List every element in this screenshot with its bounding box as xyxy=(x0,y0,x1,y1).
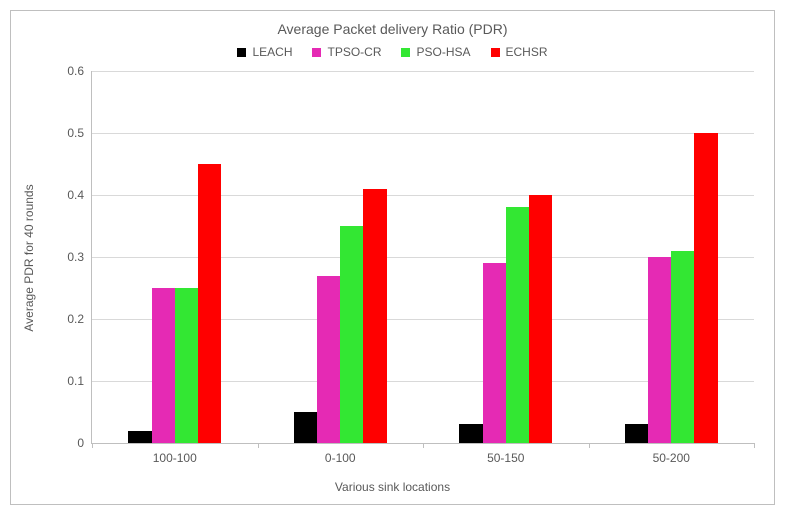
bar xyxy=(459,424,482,443)
y-tick-label: 0.6 xyxy=(67,64,92,78)
legend-label: PSO-HSA xyxy=(416,45,470,59)
legend-item: ECHSR xyxy=(491,45,548,59)
legend-swatch xyxy=(237,48,246,57)
legend-item: TPSO-CR xyxy=(312,45,381,59)
y-tick-label: 0.4 xyxy=(67,188,92,202)
y-axis-label: Average PDR for 40 rounds xyxy=(22,184,36,331)
legend-label: ECHSR xyxy=(506,45,548,59)
bar xyxy=(483,263,506,443)
y-tick-label: 0.3 xyxy=(67,250,92,264)
bar xyxy=(294,412,317,443)
bar xyxy=(198,164,221,443)
bar xyxy=(671,251,694,443)
bar xyxy=(175,288,198,443)
plot-area: 00.10.20.30.40.50.6100-1000-10050-15050-… xyxy=(91,71,754,444)
x-tick-mark xyxy=(92,443,93,448)
legend-item: PSO-HSA xyxy=(401,45,470,59)
bar xyxy=(529,195,552,443)
legend-swatch xyxy=(312,48,321,57)
y-tick-label: 0 xyxy=(77,436,92,450)
x-tick-mark xyxy=(258,443,259,448)
gridline xyxy=(92,195,754,196)
bar xyxy=(363,189,386,443)
bar xyxy=(340,226,363,443)
chart-title: Average Packet delivery Ratio (PDR) xyxy=(11,21,774,37)
x-tick-label: 50-200 xyxy=(653,443,690,465)
bar xyxy=(648,257,671,443)
chart-outer: Average Packet delivery Ratio (PDR) LEAC… xyxy=(0,0,785,515)
legend-item: LEACH xyxy=(237,45,292,59)
bar xyxy=(152,288,175,443)
legend-swatch xyxy=(401,48,410,57)
gridline xyxy=(92,71,754,72)
x-tick-mark xyxy=(423,443,424,448)
chart-legend: LEACH TPSO-CR PSO-HSA ECHSR xyxy=(11,45,774,60)
legend-swatch xyxy=(491,48,500,57)
y-tick-label: 0.2 xyxy=(67,312,92,326)
bar xyxy=(506,207,529,443)
y-tick-label: 0.5 xyxy=(67,126,92,140)
chart-frame: Average Packet delivery Ratio (PDR) LEAC… xyxy=(10,10,775,505)
x-tick-label: 0-100 xyxy=(325,443,356,465)
legend-label: LEACH xyxy=(252,45,292,59)
x-tick-label: 100-100 xyxy=(153,443,197,465)
bar xyxy=(128,431,151,443)
x-tick-label: 50-150 xyxy=(487,443,524,465)
bar xyxy=(625,424,648,443)
legend-label: TPSO-CR xyxy=(327,45,381,59)
x-tick-mark xyxy=(754,443,755,448)
bar xyxy=(317,276,340,443)
x-axis-label: Various sink locations xyxy=(11,480,774,494)
x-tick-mark xyxy=(589,443,590,448)
gridline xyxy=(92,133,754,134)
bar xyxy=(694,133,717,443)
y-tick-label: 0.1 xyxy=(67,374,92,388)
